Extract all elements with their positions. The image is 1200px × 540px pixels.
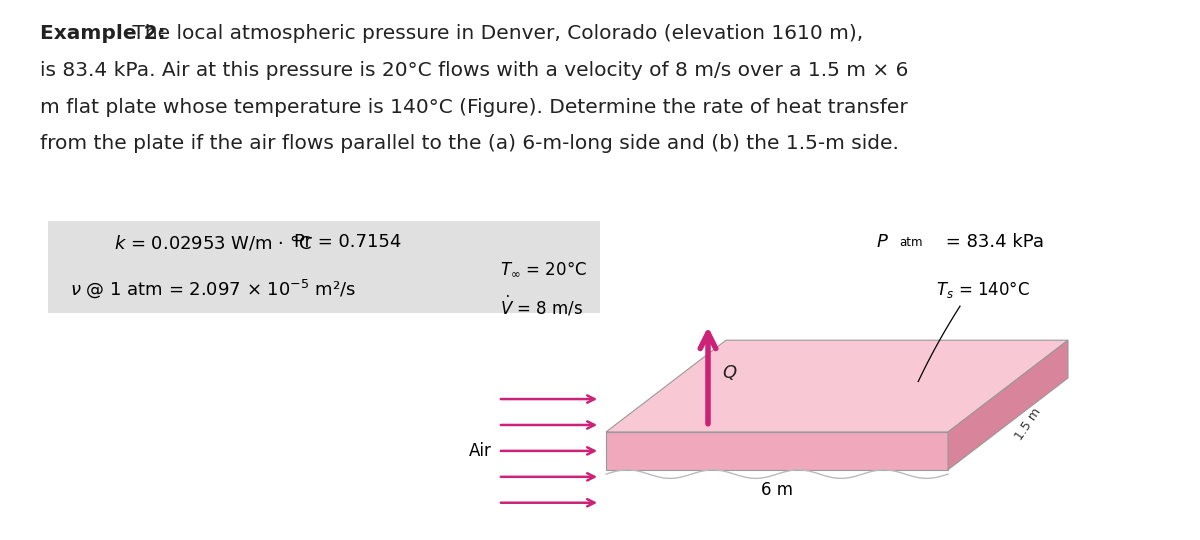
Text: atm: atm (899, 236, 923, 249)
Text: Pr = 0.7154: Pr = 0.7154 (294, 233, 401, 251)
Text: $P$: $P$ (876, 233, 889, 251)
Text: $T_\infty$ = 20°C: $T_\infty$ = 20°C (500, 259, 587, 278)
Text: = 83.4 kPa: = 83.4 kPa (940, 233, 1044, 251)
Text: is 83.4 kPa. Air at this pressure is 20°C flows with a velocity of 8 m/s over a : is 83.4 kPa. Air at this pressure is 20°… (40, 61, 908, 80)
Text: m flat plate whose temperature is 140°C (Figure). Determine the rate of heat tra: m flat plate whose temperature is 140°C … (40, 98, 907, 117)
Polygon shape (948, 340, 1068, 470)
Text: 1.5 m: 1.5 m (1013, 406, 1044, 442)
Text: The local atmospheric pressure in Denver, Colorado (elevation 1610 m),: The local atmospheric pressure in Denver… (126, 24, 863, 43)
Text: 6 m: 6 m (761, 481, 793, 498)
Text: $T_s$ = 140°C: $T_s$ = 140°C (936, 279, 1030, 300)
Polygon shape (606, 432, 948, 470)
Text: Air: Air (469, 442, 492, 460)
Polygon shape (606, 340, 1068, 432)
Text: from the plate if the air flows parallel to the (a) 6-m-long side and (b) the 1.: from the plate if the air flows parallel… (40, 134, 899, 153)
Text: $\nu$ @ 1 atm = 2.097 × 10$^{-5}$ m²/s: $\nu$ @ 1 atm = 2.097 × 10$^{-5}$ m²/s (70, 277, 355, 300)
Text: Example 2:: Example 2: (40, 24, 166, 43)
Text: $\dot{V}$ = 8 m/s: $\dot{V}$ = 8 m/s (500, 294, 584, 319)
Text: $Q$: $Q$ (722, 363, 738, 382)
FancyBboxPatch shape (48, 221, 600, 313)
Text: $k$ = 0.02953 W/m · °C: $k$ = 0.02953 W/m · °C (114, 233, 312, 252)
